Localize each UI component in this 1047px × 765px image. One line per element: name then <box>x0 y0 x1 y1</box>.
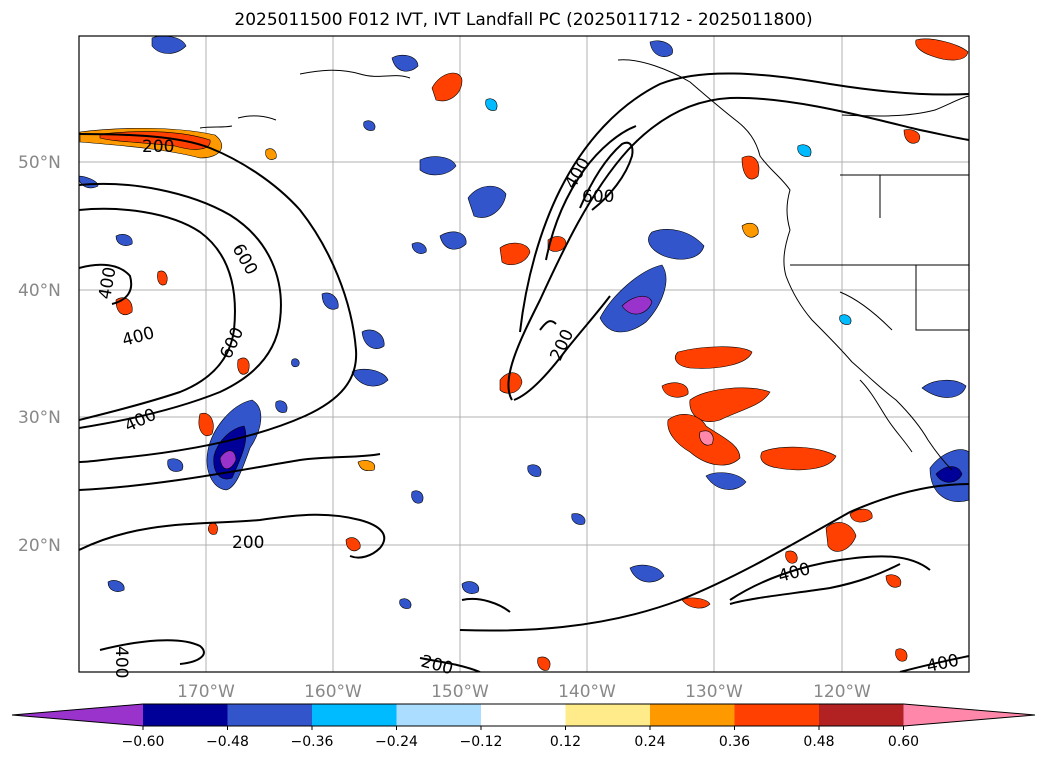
lon-label-140w: 140°W <box>558 682 616 702</box>
colorbar-tick-label: 0.24 <box>634 734 665 750</box>
lon-label-150w: 150°W <box>431 682 489 702</box>
colorbar-tick-label: −0.12 <box>460 734 503 750</box>
longitude-labels: 170°W 160°W 150°W 140°W 130°W 120°W <box>177 682 871 702</box>
lat-label-50n: 50°N <box>18 153 61 173</box>
lat-label-20n: 20°N <box>18 536 61 556</box>
latitude-labels: 50°N 40°N 30°N 20°N <box>18 153 61 556</box>
colorbar-tick-label: 0.60 <box>888 734 919 750</box>
contour-label: 600 <box>582 187 614 207</box>
colorbar-bin <box>565 704 651 726</box>
colorbar-tick-label: −0.60 <box>122 734 165 750</box>
colorbar-bin <box>143 704 228 726</box>
coastlines <box>199 59 969 471</box>
colorbar-bin <box>312 704 397 726</box>
contour-label: 200 <box>142 137 174 157</box>
map-frame <box>78 35 970 673</box>
ivt-contours <box>79 72 969 672</box>
map-background <box>79 36 969 672</box>
colorbar-tick-label: −0.36 <box>291 734 334 750</box>
colorbar-bin <box>734 704 820 726</box>
colorbar-extend-min <box>12 704 143 726</box>
lon-label-120w: 120°W <box>813 682 871 702</box>
lon-label-170w: 170°W <box>177 682 235 702</box>
colorbar-extend-max <box>903 704 1035 726</box>
colorbar-bin <box>227 704 313 726</box>
map-title: 2025011500 F012 IVT, IVT Landfall PC (20… <box>234 10 813 30</box>
colorbar-tick-label: 0.12 <box>550 734 581 750</box>
lon-label-130w: 130°W <box>685 682 743 702</box>
lon-label-160w: 160°W <box>304 682 362 702</box>
colorbar-tick-label: 0.48 <box>803 734 834 750</box>
colorbar-bin <box>650 704 735 726</box>
positive-pc-blobs <box>79 38 969 671</box>
lat-label-40n: 40°N <box>18 281 61 301</box>
colorbar-bin <box>396 704 482 726</box>
colorbar <box>11 703 1036 727</box>
contour-label: 200 <box>232 533 264 553</box>
lat-label-30n: 30°N <box>18 408 61 428</box>
colorbar-tick-label: 0.36 <box>719 734 750 750</box>
contour-label: 400 <box>111 646 131 678</box>
colorbar-tick-labels: −0.60 −0.48 −0.36 −0.24 −0.12 0.12 0.24 0.36 0.4… <box>122 726 919 750</box>
colorbar-bin <box>481 704 566 726</box>
colorbar-bin <box>819 704 904 726</box>
colorbar-tick-label: −0.48 <box>206 734 249 750</box>
colorbar-tick-label: −0.24 <box>375 734 418 750</box>
